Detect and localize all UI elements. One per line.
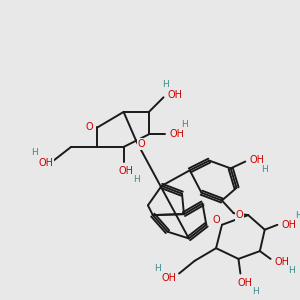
- Text: OH: OH: [249, 154, 264, 165]
- Text: H: H: [133, 175, 140, 184]
- Text: OH: OH: [238, 278, 253, 288]
- Text: OH: OH: [118, 166, 133, 176]
- Text: H: H: [154, 264, 161, 273]
- Text: OH: OH: [162, 273, 177, 284]
- Text: OH: OH: [275, 257, 290, 267]
- Text: H: H: [182, 120, 188, 129]
- Text: H: H: [31, 148, 38, 157]
- Text: H: H: [296, 211, 300, 220]
- Text: O: O: [137, 139, 145, 149]
- Text: O: O: [86, 122, 93, 133]
- Text: OH: OH: [38, 158, 53, 167]
- Text: OH: OH: [169, 129, 184, 139]
- Text: O: O: [236, 210, 243, 220]
- Text: O: O: [212, 215, 220, 225]
- Text: OH: OH: [282, 220, 297, 230]
- Text: H: H: [261, 165, 268, 174]
- Text: H: H: [253, 287, 259, 296]
- Text: H: H: [289, 266, 296, 275]
- Text: OH: OH: [168, 90, 183, 100]
- Text: H: H: [162, 80, 169, 89]
